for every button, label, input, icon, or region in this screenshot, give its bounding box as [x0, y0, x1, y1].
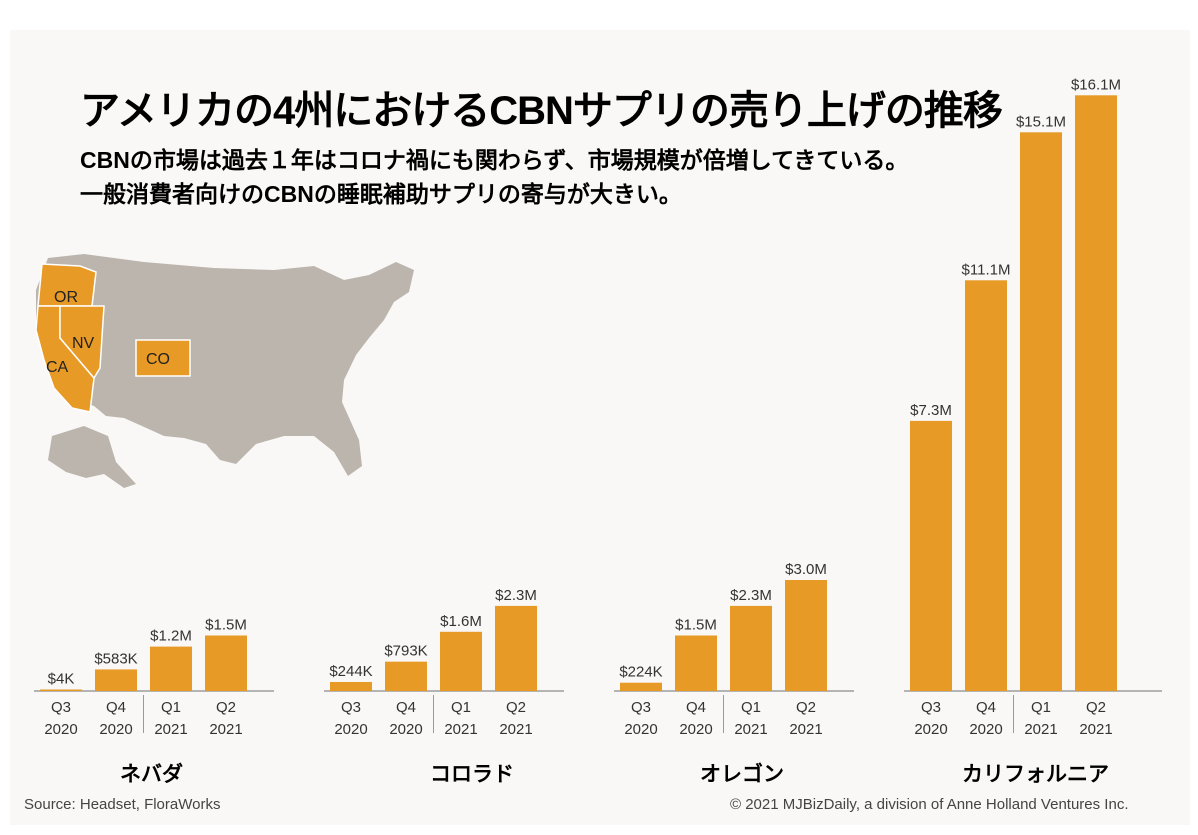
tick-label-oregon-2-1: 2021	[734, 721, 767, 738]
state-or-shape	[37, 263, 97, 307]
bar-oregon-3	[785, 580, 827, 691]
bar-nevada-2	[150, 646, 192, 691]
tick-label-colorado-1-1: 2020	[389, 721, 422, 738]
tick-label-colorado-0-1: 2020	[334, 721, 367, 738]
state-nv-shape	[59, 305, 105, 380]
tick-label-nevada-3-1: 2021	[209, 721, 242, 738]
bar-oregon-0	[620, 682, 662, 691]
bar-nevada-3	[205, 635, 247, 691]
value-label-nevada-0: $4K	[48, 671, 75, 688]
value-label-california-2: $15.1M	[1016, 113, 1066, 130]
value-label-colorado-0: $244K	[329, 663, 372, 680]
tick-label-nevada-3-0: Q2	[216, 699, 236, 716]
tick-label-california-3-1: 2021	[1079, 721, 1112, 738]
tick-label-colorado-1-0: Q4	[396, 699, 416, 716]
subtitle-line-1: CBNの市場は過去１年はコロナ禍にも関わらず、市場規模が倍増してきている。	[80, 147, 909, 173]
value-label-oregon-1: $1.5M	[675, 617, 717, 634]
tick-label-california-0-0: Q3	[921, 699, 941, 716]
bar-california-3	[1075, 95, 1117, 692]
tick-label-nevada-0-1: 2020	[44, 721, 77, 738]
value-label-california-3: $16.1M	[1071, 76, 1121, 93]
tick-label-oregon-1-0: Q4	[686, 699, 706, 716]
tick-label-oregon-0-1: 2020	[624, 721, 657, 738]
bar-colorado-3	[495, 605, 537, 691]
value-label-colorado-1: $793K	[384, 643, 427, 660]
value-label-oregon-2: $2.3M	[730, 587, 772, 604]
chart-oregon: $224K Q3 2020 $1.5M Q4 2020 $2.3M Q1 2021 $3.0M Q2…	[614, 561, 854, 738]
label-or: OR	[54, 289, 78, 306]
tick-label-nevada-1-1: 2020	[99, 721, 132, 738]
label-nv: NV	[72, 335, 95, 352]
caption-california: カリフォルニア	[962, 763, 1109, 786]
label-ca: CA	[46, 359, 69, 376]
chart-title: アメリカの4州におけるCBNサプリの売り上げの推移	[80, 89, 1003, 133]
tick-label-california-2-1: 2021	[1024, 721, 1057, 738]
bar-colorado-2	[440, 631, 482, 691]
tick-label-nevada-2-0: Q1	[161, 699, 181, 716]
tick-label-california-3-0: Q2	[1086, 699, 1106, 716]
tick-label-oregon-3-0: Q2	[796, 699, 816, 716]
value-label-oregon-3: $3.0M	[785, 561, 827, 578]
value-label-california-1: $11.1M	[962, 261, 1011, 278]
caption-colorado: コロラド	[430, 763, 514, 786]
value-label-nevada-1: $583K	[94, 650, 137, 667]
tick-label-california-1-1: 2020	[969, 721, 1002, 738]
bar-colorado-0	[330, 681, 372, 691]
bar-nevada-0	[40, 689, 82, 691]
tick-label-nevada-1-0: Q4	[106, 699, 126, 716]
value-label-nevada-3: $1.5M	[205, 617, 247, 634]
bar-colorado-1	[385, 661, 427, 691]
tick-label-oregon-2-0: Q1	[741, 699, 761, 716]
state-co-shape	[135, 339, 191, 377]
value-label-nevada-2: $1.2M	[150, 628, 192, 645]
copyright-note: © 2021 MJBizDaily, a division of Anne Ho…	[730, 796, 1129, 813]
caption-oregon: オレゴン	[700, 763, 784, 786]
bar-oregon-2	[730, 605, 772, 691]
tick-label-nevada-0-0: Q3	[51, 699, 71, 716]
chart-colorado: $244K Q3 2020 $793K Q4 2020 $1.6M Q1 2021 $2.3M Q2…	[324, 587, 564, 738]
value-label-oregon-0: $224K	[619, 664, 662, 681]
alaska-shape	[48, 426, 136, 488]
caption-nevada: ネバダ	[120, 763, 183, 786]
chart-california: $7.3M Q3 2020 $11.1M Q4 2020 $15.1M Q1 2021 $16.1…	[904, 76, 1162, 738]
tick-label-colorado-0-0: Q3	[341, 699, 361, 716]
value-label-colorado-3: $2.3M	[495, 587, 537, 604]
tick-label-colorado-3-0: Q2	[506, 699, 526, 716]
chart-nevada: $4K Q3 2020 $583K Q4 2020 $1.2M Q1 2021 $1.5M Q2 20…	[34, 617, 274, 738]
bar-nevada-1	[95, 669, 137, 691]
tick-label-oregon-3-1: 2021	[789, 721, 822, 738]
us-mainland-shape	[36, 254, 414, 476]
tick-label-california-1-0: Q4	[976, 699, 996, 716]
tick-label-california-2-0: Q1	[1031, 699, 1051, 716]
bar-california-1	[965, 280, 1007, 691]
label-co: CO	[146, 351, 170, 368]
bar-oregon-1	[675, 635, 717, 691]
us-map: OR NV CA CO	[35, 254, 414, 488]
tick-label-oregon-0-0: Q3	[631, 699, 651, 716]
bar-california-2	[1020, 132, 1062, 692]
bar-california-0	[910, 420, 952, 691]
value-label-colorado-2: $1.6M	[440, 613, 482, 630]
tick-label-nevada-2-1: 2021	[154, 721, 187, 738]
tick-label-colorado-2-0: Q1	[451, 699, 471, 716]
tick-label-colorado-2-1: 2021	[444, 721, 477, 738]
tick-label-oregon-1-1: 2020	[679, 721, 712, 738]
subtitle-line-2: 一般消費者向けのCBNの睡眠補助サプリの寄与が大きい。	[80, 181, 682, 207]
tick-label-california-0-1: 2020	[914, 721, 947, 738]
tick-label-colorado-3-1: 2021	[499, 721, 532, 738]
value-label-california-0: $7.3M	[910, 402, 952, 419]
source-note: Source: Headset, FloraWorks	[24, 796, 221, 813]
